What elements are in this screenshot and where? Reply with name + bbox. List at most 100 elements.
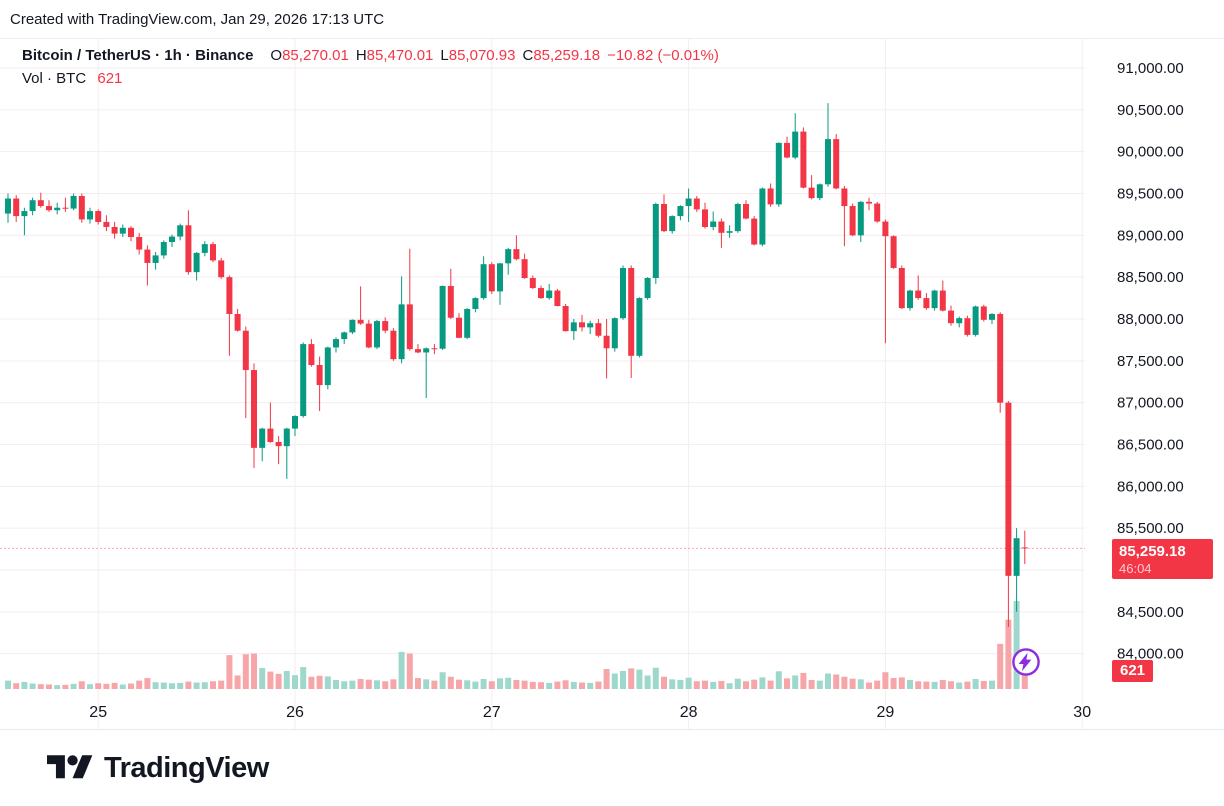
candle-body [447, 285, 454, 318]
candle-body [423, 348, 430, 353]
volume-bar [357, 679, 364, 689]
candle-body [718, 221, 725, 233]
volume-bar [562, 680, 569, 689]
candle-body [554, 290, 561, 307]
candle-body [644, 278, 651, 299]
volume-bar [759, 677, 766, 689]
close-label: C [522, 47, 534, 64]
candle-body [874, 203, 881, 222]
price-chart[interactable]: 91,000.00 90,500.00 90,000.00 89,500.00 89,0… [0, 39, 1224, 729]
candle-body [365, 323, 372, 348]
candle-body [989, 313, 995, 320]
volume-bar [857, 679, 864, 689]
volume-bar [939, 679, 946, 689]
volume-bar [497, 678, 503, 689]
volume-bar [980, 680, 987, 689]
volume-bar [710, 681, 717, 689]
volume-bar [70, 683, 77, 689]
candle-body [201, 244, 208, 253]
volume-bar [464, 680, 471, 689]
price-axis-label: 85,500.00 [1117, 520, 1184, 537]
candle-body [1013, 538, 1020, 576]
price-axis-label: 87,000.00 [1117, 395, 1184, 412]
time-axis-label: 27 [483, 704, 501, 721]
candle-body [406, 304, 413, 350]
volume-bar [201, 682, 208, 689]
candle-body [866, 201, 872, 204]
volume-bar [29, 683, 36, 689]
candle-body [743, 203, 749, 219]
volume-bar [866, 682, 872, 689]
candle-body [980, 306, 987, 320]
volume-bar [341, 681, 348, 689]
volume-bar [374, 680, 380, 689]
volume-bar [636, 669, 643, 689]
candle-body [497, 263, 503, 292]
volume-bar [743, 681, 749, 689]
price-axis-label: 89,000.00 [1117, 227, 1184, 244]
low-label: L [440, 47, 449, 64]
volume-bar [644, 675, 651, 689]
volume-bar [997, 643, 1004, 689]
candle-body [349, 319, 356, 333]
volume-bar [406, 653, 413, 689]
volume-bar [579, 682, 585, 689]
candle-body [242, 330, 249, 371]
volume-bar [472, 681, 479, 689]
candle-body [119, 227, 126, 234]
candle-body [431, 348, 438, 350]
volume-bar [128, 683, 134, 689]
candle-body [898, 267, 905, 309]
candle-body [636, 298, 643, 356]
candle-body [972, 306, 979, 335]
candle-body [357, 319, 364, 324]
tradingview-logo-mark-icon [47, 755, 93, 779]
price-axis-label: 90,500.00 [1117, 102, 1184, 119]
volume-bar [775, 671, 782, 689]
volume-bar [628, 668, 635, 689]
volume-bar [898, 677, 905, 689]
candle-body [472, 298, 479, 309]
candle-body [800, 131, 807, 188]
volume-bar [661, 676, 667, 689]
candle-body [685, 198, 692, 207]
volume-bar [169, 683, 175, 689]
volume-bar [46, 684, 52, 689]
volume-bar [193, 682, 200, 689]
volume-bar [333, 679, 339, 689]
volume-bar [923, 681, 930, 689]
volume-bar [825, 673, 831, 689]
price-axis-label: 91,000.00 [1117, 60, 1184, 77]
candle-body [29, 200, 36, 212]
candle-body [808, 187, 815, 199]
volume-bar [177, 682, 184, 689]
tradingview-logo[interactable]: TradingView [47, 750, 269, 786]
candle-body [5, 198, 11, 214]
candle-body [628, 267, 635, 356]
candle-body [251, 370, 257, 448]
volume-bar [521, 680, 528, 689]
volume-bar [210, 681, 216, 689]
volume-bar [956, 682, 963, 689]
volume-bar [972, 679, 979, 689]
candle-body [997, 313, 1004, 403]
volume-bar [259, 668, 266, 689]
volume-bar [185, 681, 192, 689]
tradingview-logo-text: TradingView [104, 751, 269, 784]
open-value: 85,270.01 [282, 47, 349, 64]
candle-body [488, 264, 495, 292]
volume-bar [734, 678, 741, 689]
volume-bar [907, 679, 913, 689]
candle-body [390, 330, 397, 360]
candle-body [923, 298, 930, 309]
candle-body [62, 207, 69, 209]
candle-body [169, 236, 175, 243]
time-axis-label: 30 [1073, 704, 1091, 721]
candle-body [95, 211, 102, 222]
volume-bar [816, 680, 823, 689]
candle-body [46, 206, 52, 211]
candle-body [611, 318, 618, 349]
time-axis-label: 29 [877, 704, 895, 721]
candle-body [579, 322, 585, 328]
flash-event-button[interactable] [1009, 645, 1043, 679]
